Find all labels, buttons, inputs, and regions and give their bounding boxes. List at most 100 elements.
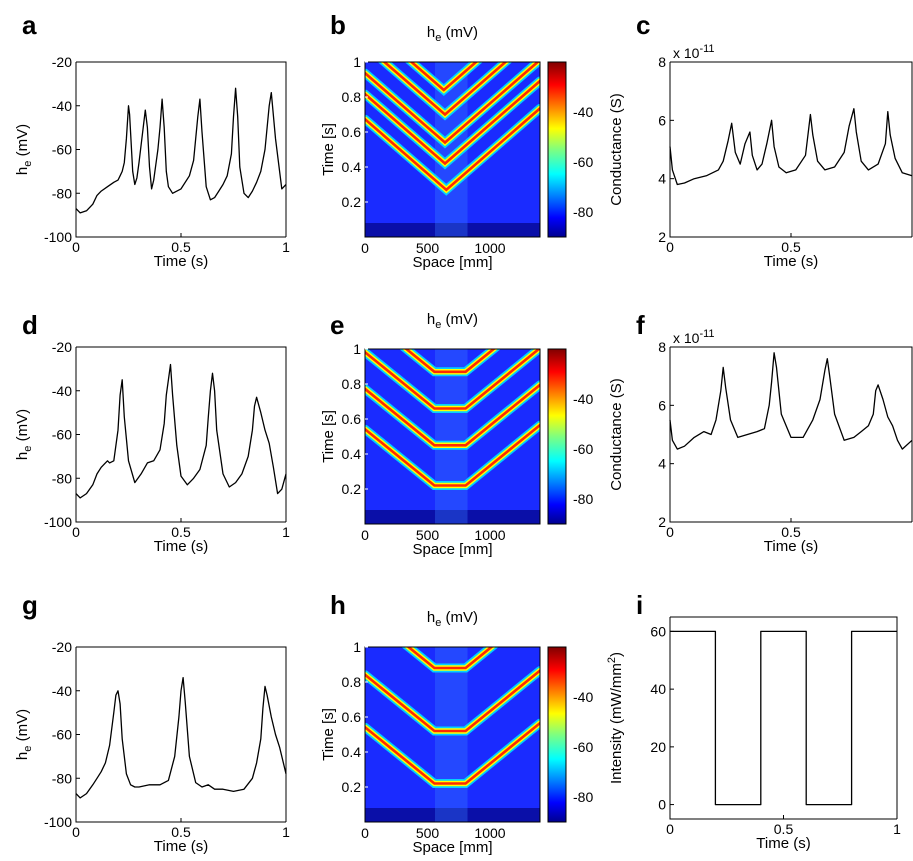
x-tick-label: 0.5 (781, 524, 801, 540)
panel-letter-i: i (636, 590, 643, 620)
colorbar-tick-label: -40 (573, 104, 593, 120)
colorbar-tick-label: -40 (573, 689, 593, 705)
panel-letter-d: d (22, 310, 38, 340)
y-axis-label: he (mV) (14, 124, 34, 175)
x-tick-label: 1000 (474, 825, 505, 841)
panel-letter-c: c (636, 10, 650, 40)
y-axis-label: Conductance (S) (608, 378, 625, 491)
x-tick-label: 500 (416, 825, 440, 841)
panel-letter-g: g (22, 590, 38, 620)
x-axis-label: Time (s) (154, 538, 208, 555)
axes-frame (75, 347, 286, 523)
y-tick-label: -40 (52, 98, 72, 114)
heatmap-title: he (mV) (427, 24, 478, 44)
y-tick-label: 6 (658, 112, 666, 128)
x-tick-label: 0.5 (774, 821, 794, 837)
x-tick-label: 0 (361, 825, 369, 841)
panel-letter-f: f (636, 310, 645, 340)
x-tick-label: 0 (361, 527, 369, 543)
x-tick-label: 0 (361, 240, 369, 256)
x-tick-label: 0 (72, 824, 80, 840)
series-line-0 (669, 108, 913, 186)
y-tick-label: -40 (52, 683, 72, 699)
y-tick-label: 0.2 (342, 779, 362, 795)
x-tick-label: 500 (416, 240, 440, 256)
y-tick-label: 6 (658, 397, 666, 413)
y-tick-label: 2 (658, 514, 666, 530)
y-axis-label: Conductance (S) (608, 93, 625, 206)
x-axis-label: Time (s) (154, 253, 208, 270)
y-tick-label: 1 (353, 54, 361, 70)
x-tick-label: 0.5 (171, 239, 191, 255)
y-tick-label: -60 (52, 727, 72, 743)
y-axis-label: Intensity (mW/mm2) (606, 652, 625, 784)
axis-exponent: x 10-11 (673, 328, 715, 346)
y-tick-label: 0 (658, 797, 666, 813)
x-tick-label: 0.5 (171, 524, 191, 540)
axes-box (76, 61, 287, 237)
x-tick-label: 0 (666, 524, 674, 540)
series-line-0 (669, 352, 913, 450)
y-tick-label: 0.6 (342, 124, 362, 140)
y-tick-label: 0.4 (342, 159, 362, 175)
wave-band-4 (409, 62, 479, 92)
y-tick-label: -20 (52, 54, 72, 70)
x-axis-label: Time (s) (764, 253, 818, 270)
axis-exponent: x 10-11 (673, 43, 715, 61)
heatmap-frame (364, 348, 541, 525)
x-axis-label: Space [mm] (412, 254, 492, 271)
axes-box (670, 61, 913, 237)
y-tick-label: 0.8 (342, 89, 362, 105)
series-line-0 (75, 87, 287, 214)
wave-band-3 (382, 62, 508, 117)
x-axis-label: Time (s) (756, 835, 810, 852)
y-tick-label: -80 (52, 470, 72, 486)
wave-band-2 (406, 647, 494, 670)
panel-letter-h: h (330, 590, 346, 620)
x-axis-label: Space [mm] (412, 541, 492, 558)
y-axis-label: Time [s] (320, 123, 337, 176)
x-tick-label: 1 (282, 524, 290, 540)
axes-frame (75, 647, 286, 823)
x-tick-label: 0 (666, 821, 674, 837)
x-tick-label: 0 (72, 239, 80, 255)
colorbar (547, 348, 567, 525)
colorbar-tick-label: -60 (573, 739, 593, 755)
colorbar-tick-label: -40 (573, 391, 593, 407)
y-tick-label: 0.4 (342, 446, 362, 462)
y-tick-label: -80 (52, 770, 72, 786)
colorbar-tick-label: -80 (573, 789, 593, 805)
x-axis-label: Time (s) (154, 838, 208, 855)
panel-letter-e: e (330, 310, 344, 340)
colorbar-tick-label: -60 (573, 441, 593, 457)
wave-band-1 (365, 79, 540, 166)
series-line-0 (75, 676, 287, 799)
axes-box (76, 346, 287, 522)
heatmap-baseline-band (365, 510, 540, 524)
y-tick-label: 8 (658, 339, 666, 355)
colorbar (547, 646, 567, 823)
x-tick-label: 1000 (474, 240, 505, 256)
wave-band-0 (365, 423, 540, 487)
y-tick-label: 20 (650, 739, 666, 755)
y-tick-label: 4 (658, 171, 666, 187)
x-tick-label: 1 (282, 824, 290, 840)
colorbar-tick-label: -80 (573, 491, 593, 507)
panel-letter-a: a (22, 10, 37, 40)
panel-a: a -100 -80 -60 -40 -20 0 0.5 1 Time (s) he (mV) (14, 10, 290, 270)
panel-d: d -100 -80 -60 -40 -20 0 0.5 1 Time (s) he (mV) (14, 310, 290, 555)
y-tick-label: 0.6 (342, 411, 362, 427)
heatmap-baseline-band (365, 223, 540, 237)
x-tick-label: 0.5 (171, 824, 191, 840)
x-tick-label: 0.5 (781, 239, 801, 255)
y-tick-label: 0.8 (342, 376, 362, 392)
axes-box (76, 646, 287, 822)
wave-band-0 (365, 107, 540, 192)
y-tick-label: 0.8 (342, 674, 362, 690)
y-tick-label: 0.2 (342, 194, 362, 210)
y-tick-label: 8 (658, 54, 666, 70)
